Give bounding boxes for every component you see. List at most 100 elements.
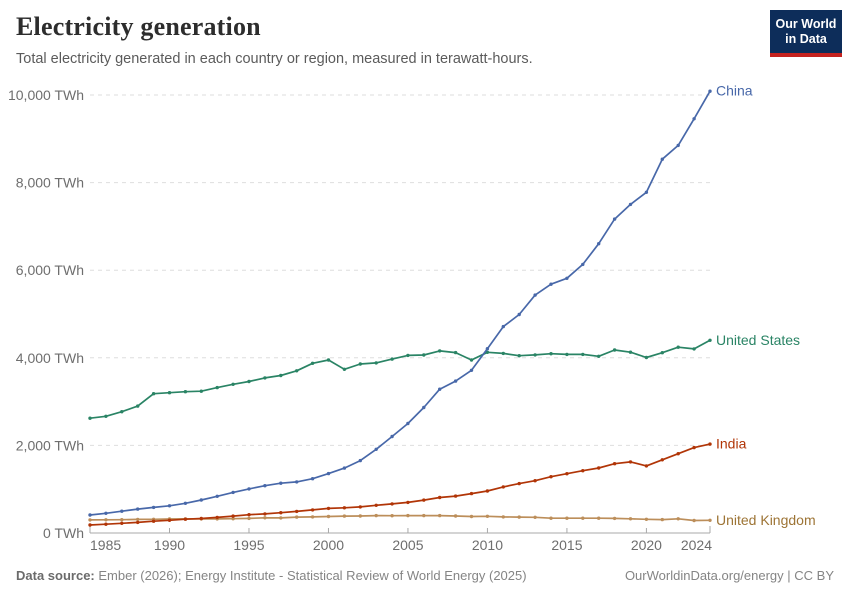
series-point-china[interactable] (533, 293, 537, 297)
series-point-united-kingdom[interactable] (342, 514, 347, 518)
series-point-united-states[interactable] (390, 357, 394, 361)
series-point-united-states[interactable] (612, 348, 617, 352)
series-point-china[interactable] (104, 511, 108, 515)
series-point-india[interactable] (167, 518, 172, 522)
series-point-united-states[interactable] (565, 352, 569, 357)
series-point-united-states[interactable] (676, 345, 680, 349)
series-point-india[interactable] (215, 515, 219, 520)
series-point-united-kingdom[interactable] (708, 518, 712, 522)
series-point-united-states[interactable] (326, 358, 331, 362)
series-point-china[interactable] (517, 312, 521, 317)
series-point-india[interactable] (453, 494, 458, 498)
series-point-china[interactable] (501, 324, 505, 329)
series-point-united-states[interactable] (342, 367, 347, 371)
series-point-united-states[interactable] (597, 354, 601, 358)
series-line-china[interactable] (89, 90, 711, 516)
series-point-united-states[interactable] (708, 338, 712, 342)
series-point-united-kingdom[interactable] (469, 514, 474, 519)
series-point-china[interactable] (279, 481, 283, 485)
series-point-china[interactable] (692, 117, 696, 121)
series-point-united-kingdom[interactable] (326, 514, 331, 519)
series-point-india[interactable] (136, 520, 140, 525)
series-point-united-kingdom[interactable] (533, 515, 537, 519)
series-point-united-kingdom[interactable] (676, 517, 680, 521)
series-point-china[interactable] (660, 157, 664, 161)
series-point-india[interactable] (692, 445, 696, 450)
series-point-india[interactable] (581, 469, 585, 473)
series-point-china[interactable] (469, 368, 474, 372)
series-point-china[interactable] (676, 143, 680, 148)
series-point-india[interactable] (263, 512, 267, 516)
series-point-india[interactable] (151, 519, 156, 523)
series-point-united-states[interactable] (88, 416, 92, 420)
series-point-united-kingdom[interactable] (231, 517, 235, 521)
series-point-china[interactable] (597, 242, 601, 246)
series-point-india[interactable] (326, 506, 331, 511)
series-point-united-states[interactable] (215, 385, 219, 390)
series-point-united-states[interactable] (231, 382, 235, 386)
series-point-united-kingdom[interactable] (597, 516, 601, 520)
series-point-united-states[interactable] (533, 353, 537, 357)
series-point-united-kingdom[interactable] (247, 516, 251, 521)
series-point-china[interactable] (358, 458, 362, 463)
series-point-india[interactable] (565, 472, 569, 476)
series-point-united-states[interactable] (183, 390, 188, 394)
series-point-united-kingdom[interactable] (422, 513, 426, 518)
series-point-india[interactable] (279, 511, 283, 515)
series-point-united-states[interactable] (628, 350, 633, 354)
series-point-china[interactable] (295, 480, 299, 484)
series-label-united-kingdom[interactable]: United Kingdom (716, 512, 816, 528)
series-point-india[interactable] (676, 452, 680, 456)
series-point-united-kingdom[interactable] (644, 517, 649, 521)
series-point-china[interactable] (263, 484, 267, 488)
series-point-india[interactable] (612, 462, 617, 466)
series-point-united-kingdom[interactable] (453, 514, 458, 518)
series-point-india[interactable] (469, 491, 474, 496)
series-point-china[interactable] (310, 477, 315, 481)
series-point-united-states[interactable] (374, 361, 378, 365)
series-point-india[interactable] (644, 464, 649, 468)
series-point-india[interactable] (342, 506, 347, 510)
license-link[interactable]: OurWorldinData.org/energy | CC BY (624, 568, 834, 583)
series-point-china[interactable] (374, 447, 378, 451)
series-point-india[interactable] (358, 505, 362, 509)
series-point-united-states[interactable] (358, 362, 362, 366)
series-point-india[interactable] (485, 489, 490, 493)
series-point-china[interactable] (326, 471, 331, 476)
series-point-united-kingdom[interactable] (390, 514, 394, 518)
series-point-china[interactable] (120, 509, 124, 513)
series-point-china[interactable] (485, 347, 490, 351)
series-point-united-kingdom[interactable] (660, 517, 664, 522)
series-point-united-states[interactable] (136, 404, 140, 408)
series-point-china[interactable] (438, 387, 442, 391)
series-point-china[interactable] (422, 405, 426, 410)
series-point-china[interactable] (88, 513, 92, 517)
series-point-united-states[interactable] (501, 351, 505, 356)
series-point-united-kingdom[interactable] (358, 514, 362, 518)
series-point-united-states[interactable] (295, 369, 299, 373)
series-point-china[interactable] (136, 507, 140, 511)
series-point-china[interactable] (406, 421, 410, 426)
owid-logo[interactable]: Our World in Data (770, 10, 842, 57)
series-point-united-kingdom[interactable] (88, 518, 92, 522)
series-point-china[interactable] (565, 276, 569, 280)
series-line-india[interactable] (89, 443, 711, 526)
series-point-india[interactable] (183, 517, 188, 521)
series-point-china[interactable] (644, 190, 649, 194)
series-point-india[interactable] (104, 522, 108, 526)
series-point-united-kingdom[interactable] (581, 516, 585, 520)
series-point-united-states[interactable] (310, 361, 315, 365)
series-point-united-states[interactable] (438, 349, 442, 353)
series-point-united-kingdom[interactable] (612, 516, 617, 521)
series-point-india[interactable] (390, 502, 394, 506)
series-point-united-states[interactable] (104, 414, 108, 418)
series-point-india[interactable] (247, 513, 251, 517)
series-point-united-states[interactable] (453, 350, 458, 355)
series-point-india[interactable] (199, 516, 203, 521)
series-point-united-kingdom[interactable] (406, 513, 410, 518)
series-point-india[interactable] (628, 460, 633, 464)
series-point-united-states[interactable] (247, 379, 251, 384)
series-point-india[interactable] (88, 523, 92, 527)
series-point-united-states[interactable] (120, 410, 124, 414)
series-point-united-kingdom[interactable] (485, 514, 490, 518)
